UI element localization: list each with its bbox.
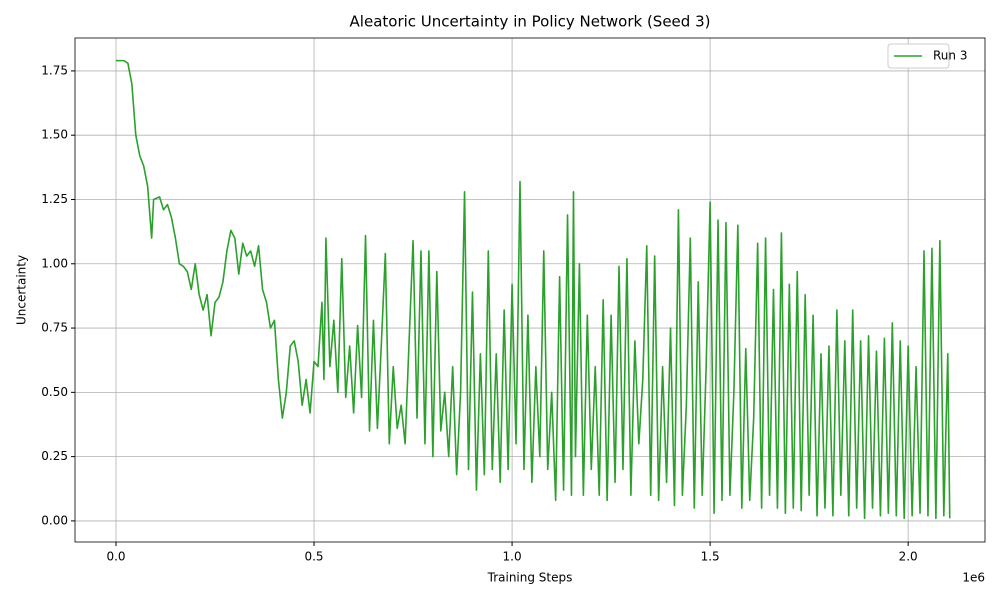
y-axis-label: Uncertainty <box>15 255 29 325</box>
x-tick-label: 2.0 <box>899 550 918 564</box>
grid <box>75 38 985 542</box>
y-tick-label: 0.00 <box>41 513 68 527</box>
y-tick-label: 1.25 <box>41 192 68 206</box>
y-tick-label: 0.25 <box>41 449 68 463</box>
x-axis-label: Training Steps <box>487 571 573 585</box>
x-tick-label: 0.0 <box>106 550 125 564</box>
y-tick-label: 1.75 <box>41 63 68 77</box>
y-tick-label: 0.75 <box>41 321 68 335</box>
y-tick-label: 1.00 <box>41 256 68 270</box>
y-tick-label: 1.50 <box>41 128 68 142</box>
chart-title: Aleatoric Uncertainty in Policy Network … <box>350 13 711 31</box>
legend-label: Run 3 <box>933 49 967 63</box>
plot-frame <box>74 37 986 543</box>
x-tick-label: 1.0 <box>503 550 522 564</box>
x-tick-label: 1.5 <box>701 550 720 564</box>
legend: Run 3 <box>887 43 967 69</box>
data-line <box>115 59 951 520</box>
y-tick-label: 0.50 <box>41 385 68 399</box>
x-offset-label: 1e6 <box>962 571 985 585</box>
x-tick-label: 0.5 <box>304 550 323 564</box>
